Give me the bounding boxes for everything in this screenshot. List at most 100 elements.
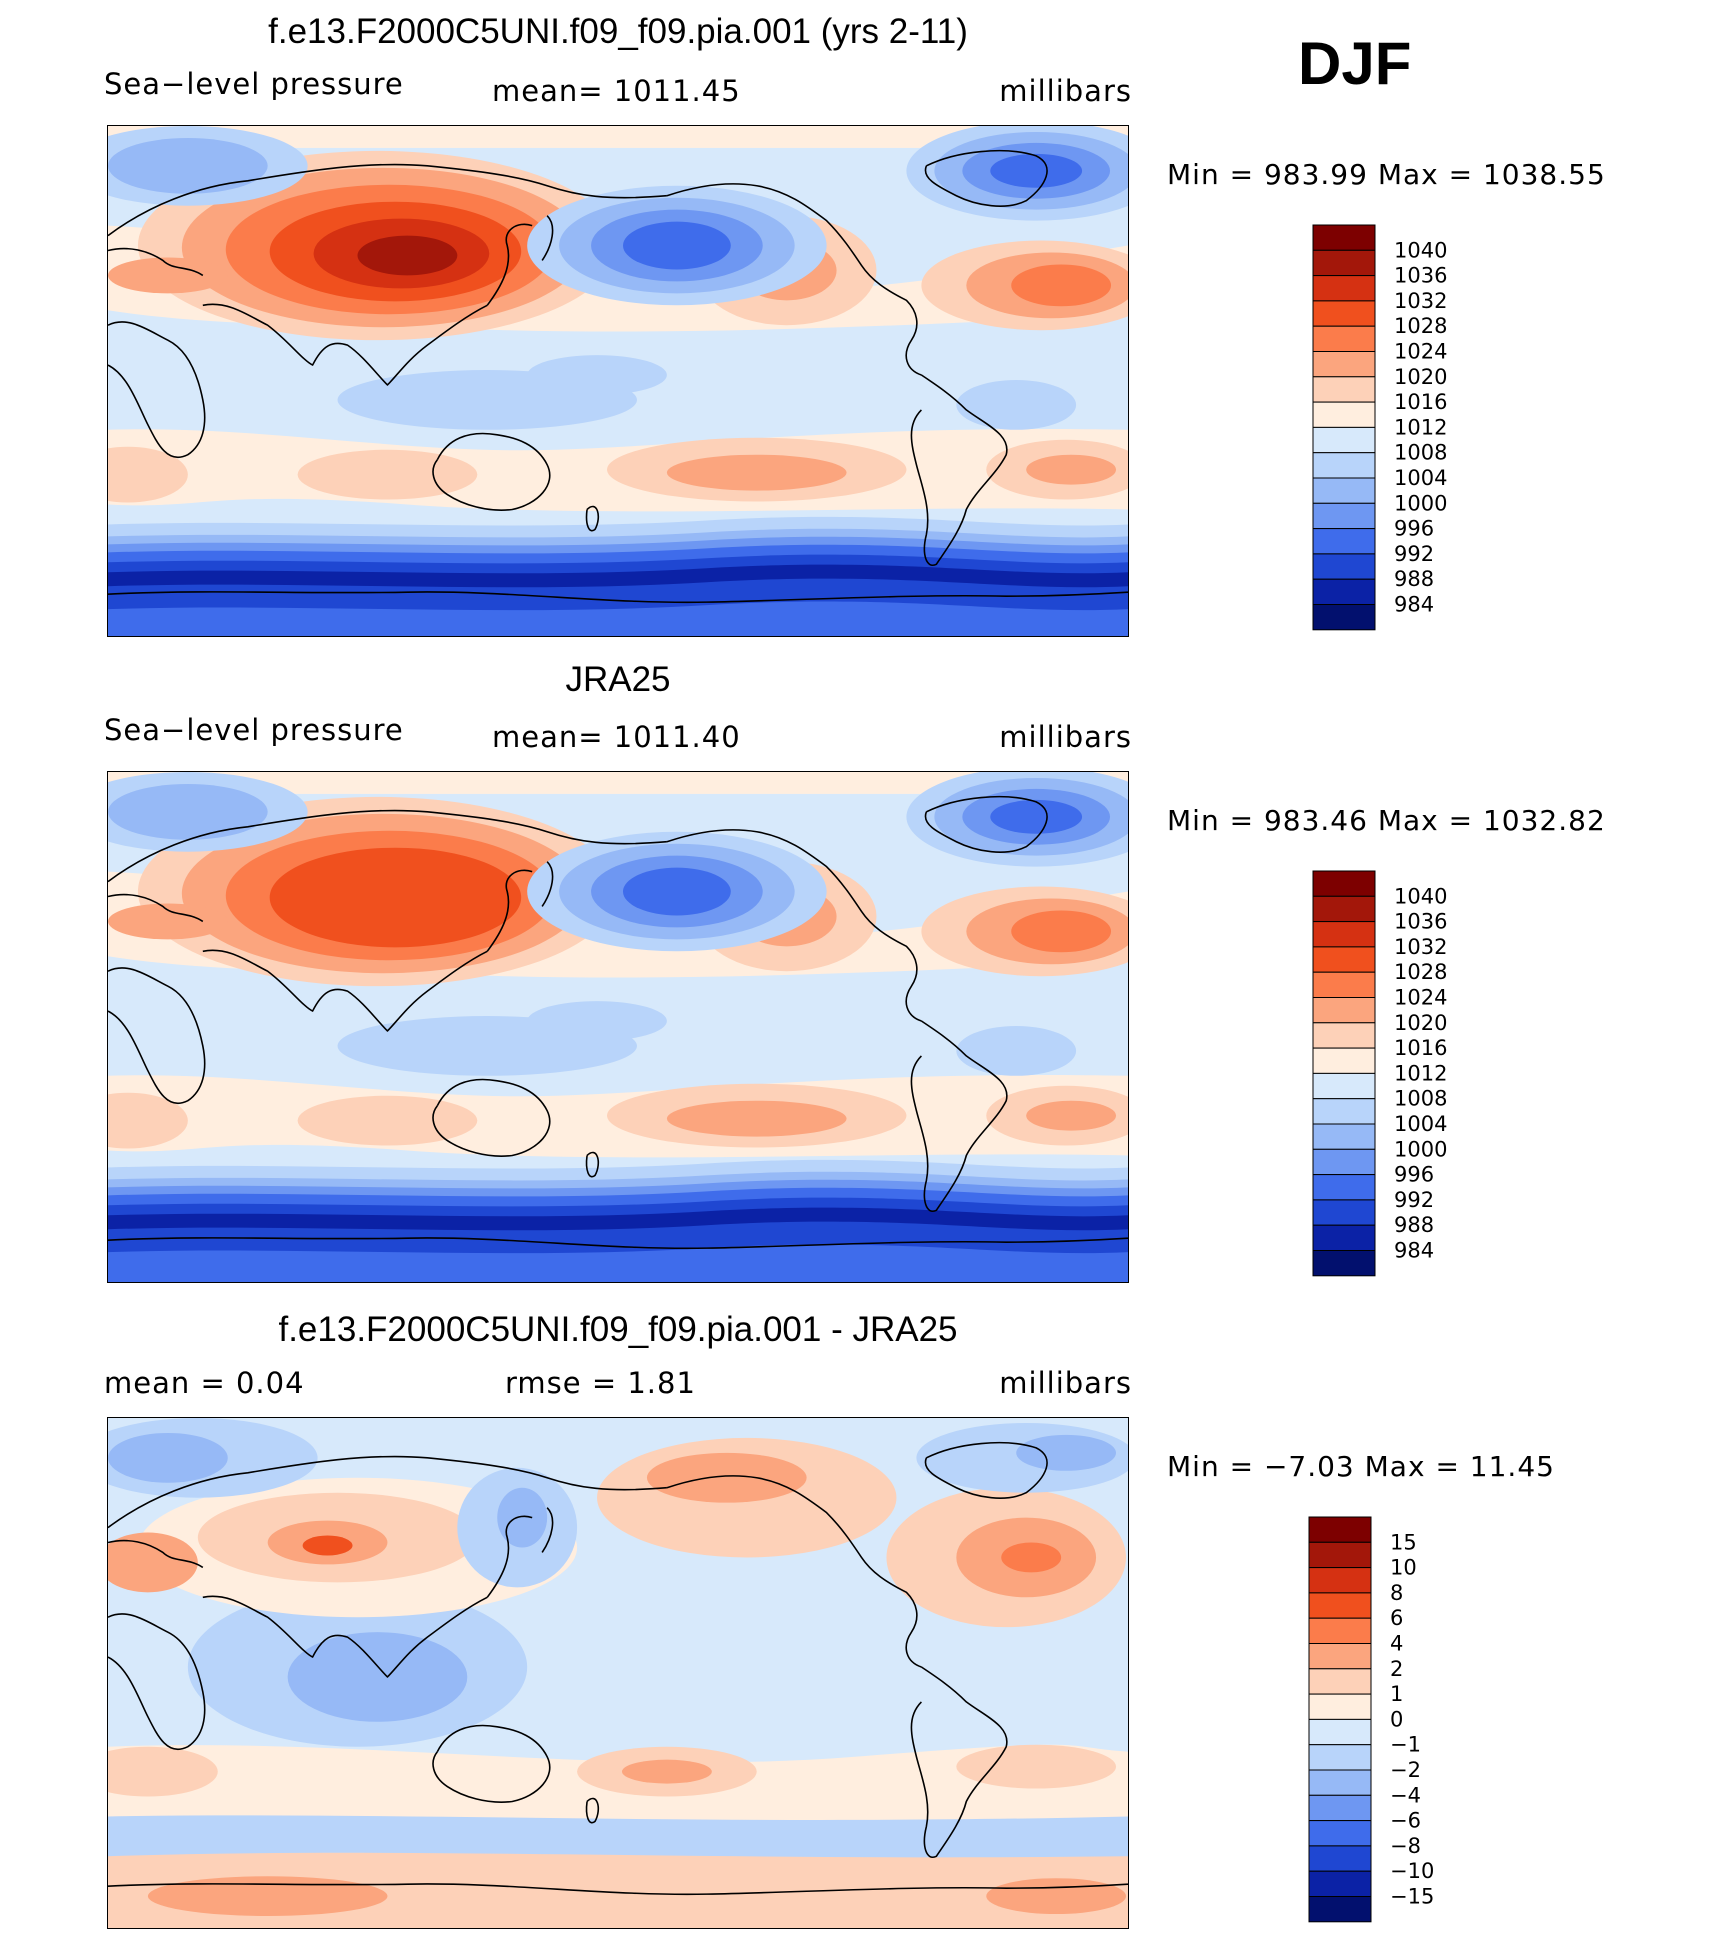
colorbar-swatch <box>1312 325 1376 352</box>
panel-obs-map <box>107 771 1129 1283</box>
colorbar-tick-label: −10 <box>1390 1859 1434 1883</box>
colorbar-swatch <box>1308 1592 1372 1619</box>
azores-high <box>1011 264 1112 307</box>
colorbar-swatch <box>1312 1022 1376 1049</box>
diff-positive <box>986 1878 1127 1915</box>
coastline <box>924 1441 1048 1499</box>
diff-positive <box>1001 1542 1062 1573</box>
coastline <box>666 1475 922 1668</box>
colorbar-tick-label: −6 <box>1390 1809 1421 1833</box>
coastline <box>108 1539 204 1569</box>
pressure-low <box>956 1026 1077 1076</box>
pressure-high <box>297 449 478 500</box>
diff-positive <box>147 1876 388 1917</box>
panel-diff-mean: mean = 0.04 <box>104 1366 305 1400</box>
coastline <box>432 1724 551 1803</box>
siberian-high <box>269 847 522 948</box>
coastline <box>108 247 204 277</box>
pressure-high <box>666 1100 847 1137</box>
colorbar-tick-label: −2 <box>1390 1758 1421 1782</box>
panel-diff-colorbar: 15 10 8 6 4 2 1 0 −1 −2 −4 −6 −8 −10 −15 <box>1308 1516 1478 1927</box>
coastline <box>585 1797 600 1824</box>
colorbar-tick-label: 1024 <box>1394 986 1447 1010</box>
siberian-high <box>357 235 458 276</box>
coastline <box>541 1507 554 1553</box>
colorbar-swatch <box>1312 275 1376 302</box>
colorbar-swatch <box>1308 1820 1372 1847</box>
colorbar-tick-label: 2 <box>1390 1657 1403 1681</box>
colorbar-swatch <box>1312 452 1376 479</box>
colorbar-tick-label: 1024 <box>1394 340 1447 364</box>
panel-diff-title: f.e13.F2000C5UNI.f09_f09.pia.001 - JRA25 <box>278 1310 958 1349</box>
colorbar-tick-label: −1 <box>1390 1733 1421 1757</box>
panel-obs-minmax: Min = 983.46 Max = 1032.82 <box>1167 804 1606 837</box>
colorbar-swatch <box>1312 971 1376 998</box>
colorbar-swatch <box>1312 528 1376 555</box>
colorbar-swatch <box>1312 401 1376 428</box>
colorbar-swatch <box>1308 1516 1372 1543</box>
pressure-high <box>1026 1100 1117 1131</box>
coastline <box>202 1595 488 1678</box>
colorbar-swatch <box>1312 1098 1376 1125</box>
colorbar-tick-label: 984 <box>1394 1239 1434 1263</box>
coastline <box>108 1883 1128 1896</box>
panel-diff-minmax: Min = −7.03 Max = 11.45 <box>1167 1450 1555 1483</box>
colorbar-tick-label: 984 <box>1394 593 1434 617</box>
coastline <box>108 1237 1128 1250</box>
colorbar-swatch <box>1308 1617 1372 1644</box>
diff-positive <box>302 1535 353 1556</box>
colorbar-tick-label: 1032 <box>1394 935 1447 959</box>
colorbar-swatch <box>1312 224 1376 251</box>
coastline <box>108 163 667 237</box>
colorbar-tick-label: 1008 <box>1394 1087 1447 1111</box>
coastline <box>541 861 554 907</box>
panel-diff-rmse: rmse = 1.81 <box>505 1366 696 1400</box>
colorbar-tick-label: −4 <box>1390 1783 1421 1807</box>
colorbar-tick-label: 0 <box>1390 1707 1403 1731</box>
diff-positive <box>108 1746 218 1797</box>
coastline <box>108 1455 667 1529</box>
colorbar-swatch <box>1312 1148 1376 1176</box>
panel-obs-colorbar: 1040 1036 1032 1028 1024 1020 1016 1012 1008 1004… <box>1312 870 1482 1281</box>
pressure-high <box>1026 454 1117 485</box>
arctic-low <box>108 137 268 194</box>
panel-model-left-label: Sea−level pressure <box>104 67 404 101</box>
coastline <box>486 1515 533 1598</box>
colorbar-tick-label: 1000 <box>1394 1137 1447 1161</box>
colorbar-swatch <box>1312 249 1376 277</box>
colorbar-swatch <box>1312 376 1376 403</box>
colorbar-swatch <box>1312 426 1376 454</box>
coastline <box>486 223 533 306</box>
coastline <box>910 1666 1008 1859</box>
colorbar-tick-label: 1012 <box>1394 415 1447 439</box>
colorbar-tick-label: 1012 <box>1394 1061 1447 1085</box>
colorbar-tick-label: 1032 <box>1394 289 1447 313</box>
colorbar-tick-label: 1004 <box>1394 1112 1447 1136</box>
coastline <box>202 303 488 386</box>
colorbar-tick-label: 1008 <box>1394 441 1447 465</box>
coastline <box>541 215 554 261</box>
colorbar-swatch <box>1312 870 1376 897</box>
colorbar-swatch <box>1312 604 1376 631</box>
colorbar-tick-label: 4 <box>1390 1632 1403 1656</box>
coastline <box>666 829 922 1022</box>
colorbar-tick-label: 1016 <box>1394 1036 1447 1060</box>
colorbar-swatch <box>1312 351 1376 378</box>
panel-model-title: f.e13.F2000C5UNI.f09_f09.pia.001 (yrs 2-… <box>268 12 968 51</box>
diff-negative <box>1016 1434 1117 1471</box>
pressure-high <box>108 903 228 940</box>
colorbar-swatch <box>1308 1718 1372 1746</box>
coastline <box>585 505 600 532</box>
colorbar-swatch <box>1308 1870 1372 1898</box>
diff-band <box>108 1852 1128 1928</box>
colorbar-tick-label: 996 <box>1394 1163 1434 1187</box>
pressure-band <box>108 1244 1128 1282</box>
diff-positive <box>646 1452 807 1503</box>
colorbar-tick-label: 15 <box>1390 1530 1417 1554</box>
panel-obs-mean: mean= 1011.40 <box>492 720 741 754</box>
colorbar-tick-label: 988 <box>1394 567 1434 591</box>
colorbar-swatch <box>1312 946 1376 973</box>
diff-negative <box>287 1632 468 1722</box>
panel-model-map <box>107 125 1129 637</box>
colorbar-tick-label: −8 <box>1390 1834 1421 1858</box>
